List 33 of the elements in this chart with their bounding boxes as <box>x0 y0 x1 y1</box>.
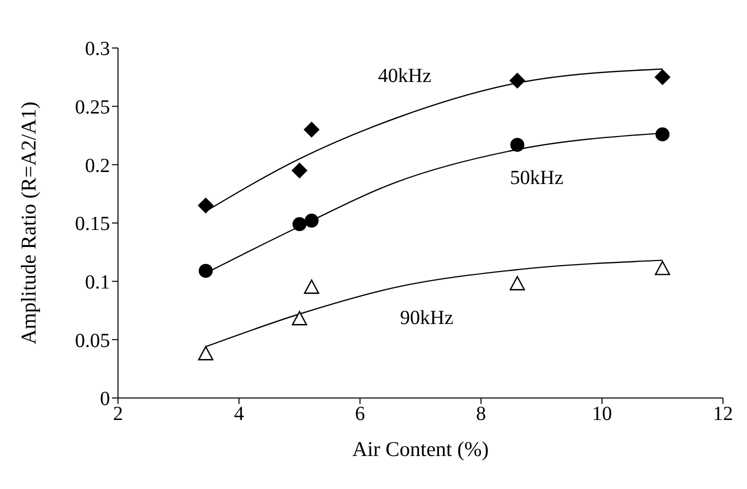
point <box>654 260 670 276</box>
point <box>304 122 320 138</box>
point <box>198 346 214 360</box>
point <box>292 162 308 178</box>
y-tick-label: 0.3 <box>85 38 110 60</box>
point <box>198 198 214 214</box>
point <box>292 311 308 326</box>
x-tick-label: 8 <box>476 403 486 426</box>
x-tick-label: 12 <box>713 403 733 426</box>
annotation: 90kHz <box>400 306 454 330</box>
point <box>654 69 670 86</box>
annotation: 50kHz <box>510 166 564 190</box>
y-tick-label: 0.2 <box>85 154 110 177</box>
x-axis-title: Air Content (%) <box>352 437 489 461</box>
point <box>292 217 306 232</box>
x-tick-label: 6 <box>355 403 365 426</box>
point <box>509 72 526 89</box>
y-tick-label: 0.05 <box>75 330 110 352</box>
point <box>304 214 319 228</box>
point <box>656 127 670 142</box>
y-axis-title: Amplitude Ratio (R=A2/A1) <box>16 102 40 344</box>
annotation: 40kHz <box>378 64 432 88</box>
point <box>304 280 320 294</box>
y-tick-label: 0.25 <box>75 96 110 118</box>
x-tick-label: 4 <box>234 403 244 426</box>
x-tick-label: 10 <box>592 403 612 426</box>
point <box>198 264 213 278</box>
y-tick-label: 0 <box>100 388 110 410</box>
x-tick-label: 2 <box>113 403 123 426</box>
point <box>510 138 524 152</box>
point <box>510 276 525 290</box>
y-tick-label: 0.1 <box>85 271 110 294</box>
y-tick-label: 0.15 <box>75 213 110 236</box>
